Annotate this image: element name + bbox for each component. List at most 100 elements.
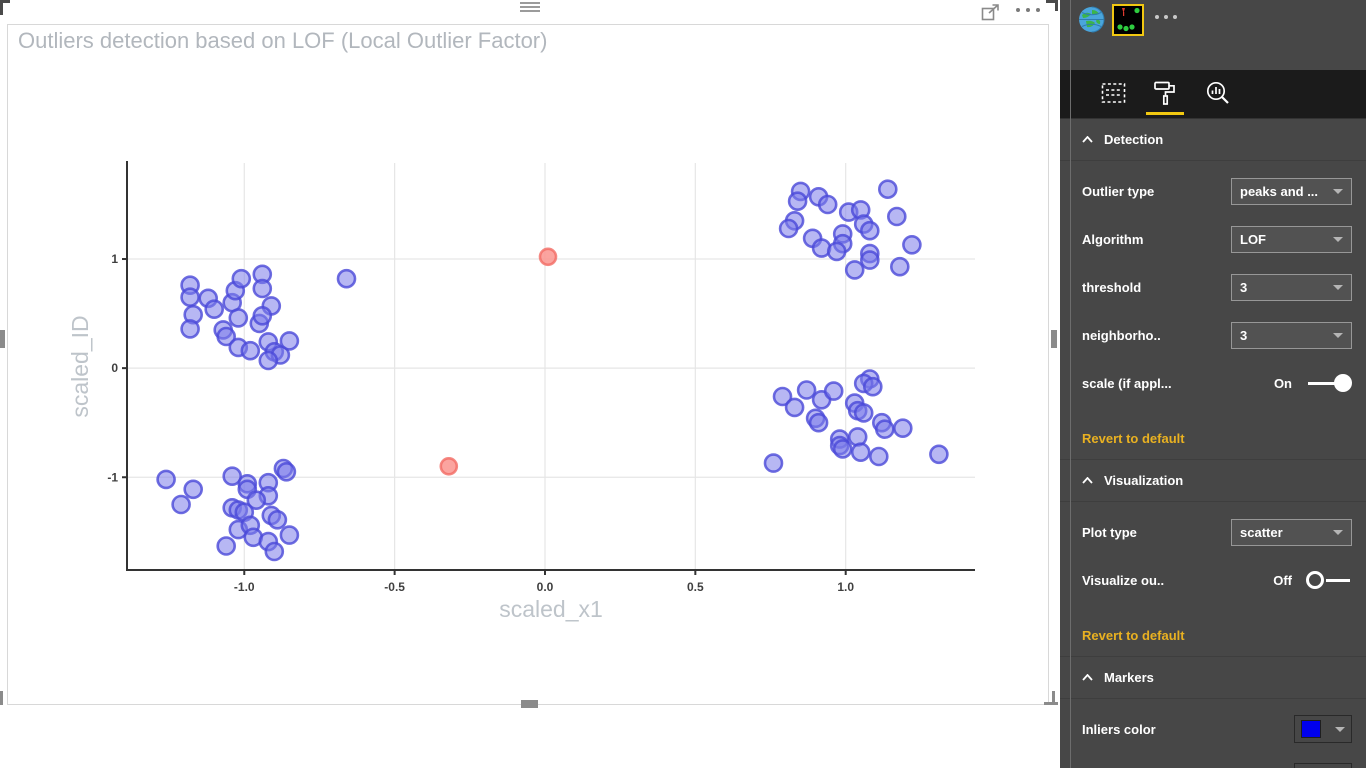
y-axis-label: scaled_ID	[67, 315, 93, 417]
inlier-point[interactable]	[216, 536, 236, 556]
threshold-dropdown[interactable]: 3	[1231, 273, 1352, 301]
inlier-point[interactable]	[808, 412, 829, 433]
inlier-point[interactable]	[787, 191, 808, 211]
inlier-point[interactable]	[877, 179, 898, 199]
inlier-point[interactable]	[832, 439, 853, 459]
revert-to-default-link[interactable]: Revert to default	[1082, 627, 1185, 643]
resize-handle-bottom[interactable]	[521, 700, 538, 708]
svg-text:0: 0	[111, 361, 118, 375]
outlier-type-dropdown[interactable]: peaks and ...	[1231, 177, 1352, 205]
inlier-point[interactable]	[180, 319, 200, 339]
resize-handle-top-right[interactable]	[1046, 0, 1058, 3]
inlier-point[interactable]	[171, 494, 191, 515]
inlier-point[interactable]	[264, 541, 285, 562]
revert-to-default-link[interactable]: Revert to default	[1082, 430, 1185, 446]
plot-type-dropdown[interactable]: scatter	[1231, 518, 1352, 546]
x-axis-label: scaled_x1	[499, 596, 603, 622]
pane-scrollbar[interactable]	[1070, 0, 1071, 768]
resize-handle-bottom-right[interactable]	[1044, 702, 1058, 705]
inlier-point[interactable]	[850, 442, 871, 463]
outliers-visual-icon-selected[interactable]	[1112, 4, 1144, 36]
scale-toggle[interactable]	[1306, 373, 1352, 393]
inlier-point[interactable]	[216, 326, 236, 347]
inlier-point[interactable]	[763, 453, 784, 473]
algorithm-dropdown[interactable]: LOF	[1231, 225, 1352, 253]
resize-handle-bottom-right[interactable]	[1052, 691, 1055, 705]
inlier-point[interactable]	[246, 490, 267, 511]
resize-handle-top-right[interactable]	[1055, 0, 1058, 11]
field-label: scale (if appl...	[1082, 375, 1172, 391]
inlier-point[interactable]	[902, 235, 922, 255]
more-options-icon[interactable]	[1016, 8, 1040, 12]
field-label: Algorithm	[1082, 231, 1144, 247]
inlier-point[interactable]	[874, 419, 895, 440]
inlier-point[interactable]	[784, 397, 805, 418]
inlier-point[interactable]	[823, 381, 844, 401]
chevron-up-icon	[1082, 477, 1093, 484]
row-plot-type: Plot type scatter	[1060, 508, 1366, 556]
resize-handle-top-left[interactable]	[0, 0, 3, 15]
drag-grip-icon[interactable]	[520, 2, 540, 14]
inlier-point[interactable]	[258, 350, 279, 371]
inlier-point[interactable]	[859, 250, 880, 270]
inlier-point[interactable]	[228, 308, 249, 328]
outlier-point[interactable]	[439, 456, 459, 476]
chevron-down-icon	[1333, 284, 1343, 290]
more-visuals-icon[interactable]	[1155, 15, 1177, 19]
focus-mode-icon[interactable]	[981, 4, 1001, 26]
inlier-point[interactable]	[240, 340, 261, 361]
inlier-point[interactable]	[868, 446, 889, 467]
visualize-outliers-toggle[interactable]	[1306, 570, 1352, 590]
inlier-point[interactable]	[204, 299, 224, 320]
inlier-point[interactable]	[929, 444, 949, 465]
inlier-point[interactable]	[252, 278, 273, 299]
inlier-point[interactable]	[276, 461, 297, 482]
tab-fields[interactable]	[1101, 82, 1126, 107]
section-header-detection[interactable]: Detection	[1060, 119, 1366, 161]
inlier-point[interactable]	[853, 403, 874, 423]
inlier-point[interactable]	[231, 268, 252, 289]
inlier-point[interactable]	[279, 331, 300, 351]
toggle-state-label: Off	[1273, 572, 1292, 588]
resize-handle-top-left[interactable]	[0, 0, 10, 3]
inliers-color-picker[interactable]	[1294, 715, 1352, 743]
section-header-markers[interactable]: Markers	[1060, 657, 1366, 699]
outlier-point[interactable]	[538, 247, 558, 267]
resize-handle-right[interactable]	[1051, 330, 1057, 348]
inlier-point[interactable]	[859, 220, 880, 241]
svg-text:-1: -1	[107, 470, 118, 484]
inlier-point[interactable]	[336, 268, 357, 289]
color-swatch	[1301, 720, 1321, 738]
inlier-point[interactable]	[826, 241, 847, 262]
outliers-color-picker[interactable]	[1294, 763, 1352, 768]
resize-handle-left[interactable]	[0, 330, 5, 348]
inlier-point[interactable]	[183, 479, 203, 500]
inlier-point[interactable]	[892, 418, 913, 439]
inlier-point[interactable]	[862, 376, 883, 397]
inlier-point[interactable]	[267, 509, 288, 530]
inlier-point[interactable]	[252, 305, 273, 326]
row-algorithm: Algorithm LOF	[1060, 215, 1366, 263]
inlier-point[interactable]	[844, 260, 865, 280]
map-visual-icon[interactable]	[1078, 6, 1105, 36]
inlier-point[interactable]	[156, 469, 176, 490]
row-visualize-outliers: Visualize ou.. Off	[1060, 556, 1366, 604]
tab-format[interactable]	[1153, 80, 1178, 109]
inlier-point[interactable]	[886, 206, 907, 227]
inlier-point[interactable]	[847, 427, 868, 447]
inlier-point[interactable]	[222, 466, 242, 487]
inlier-point[interactable]	[796, 380, 817, 400]
inlier-point[interactable]	[279, 525, 300, 545]
neighborhood-dropdown[interactable]: 3	[1231, 321, 1352, 349]
inlier-point[interactable]	[778, 218, 799, 239]
tab-analytics[interactable]	[1205, 80, 1231, 109]
inlier-point[interactable]	[817, 194, 838, 215]
inlier-point[interactable]	[772, 386, 793, 407]
field-label: threshold	[1082, 279, 1142, 295]
resize-handle-bottom-left[interactable]	[0, 691, 3, 705]
section-header-visualization[interactable]: Visualization	[1060, 460, 1366, 502]
inlier-point[interactable]	[889, 256, 910, 277]
visual-title: Outliers detection based on LOF (Local O…	[18, 28, 548, 53]
row-neighborhood: neighborho.. 3	[1060, 311, 1366, 359]
inlier-point[interactable]	[180, 287, 200, 308]
